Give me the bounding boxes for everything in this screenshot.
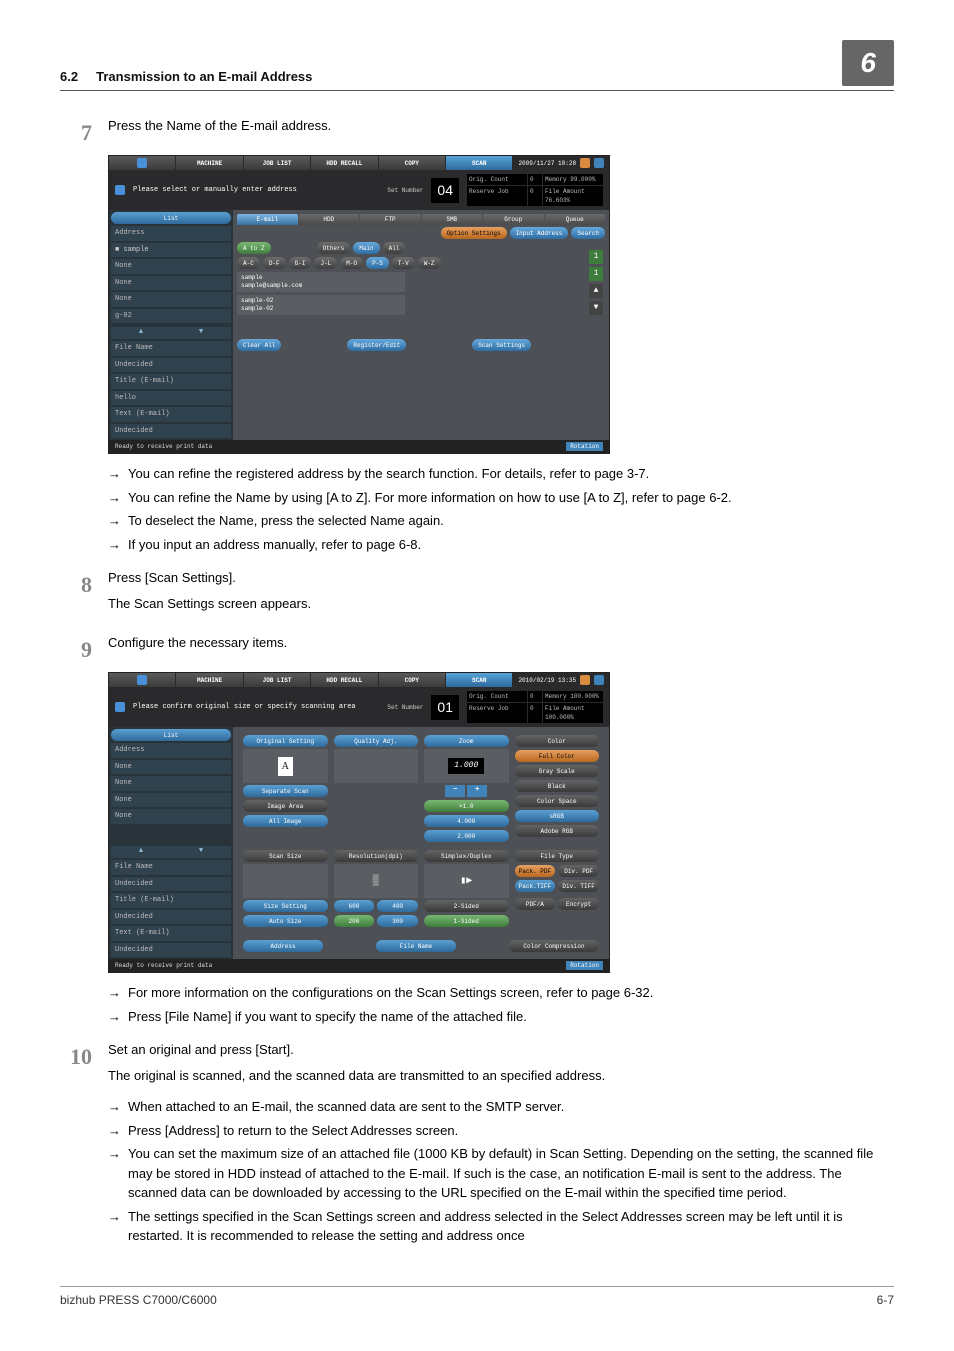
step-body: Press the Name of the E-mail address. xyxy=(108,116,894,149)
setnum-value: 04 xyxy=(431,178,459,203)
bullet: The settings specified in the Scan Setti… xyxy=(108,1207,894,1246)
footer-status: Ready to receive print data xyxy=(115,442,212,451)
step-text: Press the Name of the E-mail address. xyxy=(108,118,331,133)
page-header: 6.2 Transmission to an E-mail Address 6 xyxy=(60,40,894,91)
bullet: To deselect the Name, press the selected… xyxy=(108,511,894,531)
footer-right: 6-7 xyxy=(877,1291,894,1309)
datetime: 2009/11/27 10:28 xyxy=(513,156,609,170)
bullet: For more information on the configuratio… xyxy=(108,983,894,1003)
count-icon: 1 xyxy=(589,250,603,264)
page-footer: bizhub PRESS C7000/C6000 6-7 xyxy=(60,1286,894,1309)
step-note: The Scan Settings screen appears. xyxy=(108,594,894,614)
scroll-up[interactable]: ▲ xyxy=(589,284,603,298)
screenshot-1: MACHINE JOB LIST HDD RECALL COPY SCAN 20… xyxy=(108,155,894,454)
addr-tab[interactable]: Group xyxy=(483,214,544,225)
addr-tab[interactable]: E-mail xyxy=(237,214,298,225)
atoz-button[interactable]: A to Z xyxy=(237,242,271,254)
resolution-header[interactable]: Resolution(dpi) xyxy=(334,850,419,862)
step-number: 10 xyxy=(60,1040,92,1091)
scan-size-header[interactable]: Scan Size xyxy=(243,850,328,862)
bullet: When attached to an E-mail, the scanned … xyxy=(108,1097,894,1117)
bullet: Press [File Name] if you want to specify… xyxy=(108,1007,894,1027)
list-item[interactable]: sample sample@sample.com xyxy=(237,272,405,292)
bullet: You can set the maximum size of an attac… xyxy=(108,1144,894,1203)
info-icon xyxy=(115,185,125,195)
zoom-header[interactable]: Zoom xyxy=(424,735,509,747)
step: 8 Press [Scan Settings]. The Scan Settin… xyxy=(60,568,894,619)
footer-status: Ready to receive print data xyxy=(115,961,212,970)
list-header-button[interactable]: List xyxy=(111,212,231,224)
top-tab-active[interactable]: SCAN xyxy=(446,156,512,170)
addr-tab[interactable]: FTP xyxy=(360,214,421,225)
list-item[interactable]: sample-02 sample-02 xyxy=(237,295,405,315)
color-compression-button[interactable]: Color Compression xyxy=(509,940,599,952)
quality-adj-header[interactable]: Quality Adj. xyxy=(334,735,419,747)
screenshot-2: MACHINE JOB LIST HDD RECALL COPY SCAN 20… xyxy=(108,672,894,973)
original-setting-header[interactable]: Original Setting xyxy=(243,735,328,747)
bullet-list: You can refine the registered address by… xyxy=(108,464,894,554)
bullet: You can refine the Name by using [A to Z… xyxy=(108,488,894,508)
input-address-button[interactable]: Input Address xyxy=(510,227,569,239)
addr-tab[interactable]: Queue xyxy=(545,214,606,225)
step-note: The original is scanned, and the scanned… xyxy=(108,1066,894,1086)
info-icon xyxy=(115,702,125,712)
step-number: 8 xyxy=(60,568,92,619)
bullet: If you input an address manually, refer … xyxy=(108,535,894,555)
info-message: Please select or manually enter address xyxy=(133,185,379,196)
filetype-header[interactable]: File Type xyxy=(515,850,600,862)
color-header[interactable]: Color xyxy=(515,735,600,747)
top-tab[interactable]: MACHINE xyxy=(176,156,242,170)
option-settings-button[interactable]: Option Settings xyxy=(441,227,507,239)
top-tab[interactable]: COPY xyxy=(379,156,445,170)
bullet: You can refine the registered address by… xyxy=(108,464,894,484)
step-text: Configure the necessary items. xyxy=(108,633,894,653)
section-title: Transmission to an E-mail Address xyxy=(96,69,312,84)
rotation-badge: Rotation xyxy=(566,961,603,970)
footer-left: bizhub PRESS C7000/C6000 xyxy=(60,1291,217,1309)
address-button[interactable]: Address xyxy=(243,940,323,952)
all-button[interactable]: All xyxy=(383,242,406,254)
bullet: Press [Address] to return to the Select … xyxy=(108,1121,894,1141)
setnum-label: Set Number xyxy=(387,186,423,195)
others-button[interactable]: Others xyxy=(317,242,351,254)
step-number: 9 xyxy=(60,633,92,666)
bullet-list: For more information on the configuratio… xyxy=(108,983,894,1026)
scan-settings-button[interactable]: Scan Settings xyxy=(472,339,531,351)
section-number: 6.2 xyxy=(60,69,78,84)
step: 10 Set an original and press [Start]. Th… xyxy=(60,1040,894,1091)
addr-tab[interactable]: SMB xyxy=(422,214,483,225)
left-panel: List Address ■ sample None None None g-0… xyxy=(109,210,233,440)
chapter-badge: 6 xyxy=(842,40,894,86)
step: 9 Configure the necessary items. xyxy=(60,633,894,666)
register-edit-button[interactable]: Register/Edit xyxy=(347,339,406,351)
datetime: 2010/02/19 13:35 xyxy=(518,676,576,685)
file-name-button[interactable]: File Name xyxy=(376,940,456,952)
main-panel: E-mail HDD FTP SMB Group Queue Option Se… xyxy=(233,210,609,440)
addr-tab[interactable]: HDD xyxy=(299,214,360,225)
top-tab[interactable]: JOB LIST xyxy=(244,156,310,170)
step-text: Press [Scan Settings]. xyxy=(108,568,894,588)
duplex-header[interactable]: Simplex/Duplex xyxy=(424,850,509,862)
step-number: 7 xyxy=(60,116,92,149)
bullet-list: When attached to an E-mail, the scanned … xyxy=(108,1097,894,1246)
scroll-down[interactable]: ▼ xyxy=(589,301,603,315)
main-button[interactable]: Main xyxy=(353,242,379,254)
step-text: Set an original and press [Start]. xyxy=(108,1040,894,1060)
step: 7 Press the Name of the E-mail address. xyxy=(60,116,894,149)
info-message: Please confirm original size or specify … xyxy=(133,702,379,713)
clear-all-button[interactable]: Clear All xyxy=(237,339,281,351)
rotation-badge: Rotation xyxy=(566,442,603,451)
setnum-value: 01 xyxy=(431,695,459,720)
search-button[interactable]: Search xyxy=(571,227,605,239)
top-tab[interactable]: HDD RECALL xyxy=(311,156,377,170)
